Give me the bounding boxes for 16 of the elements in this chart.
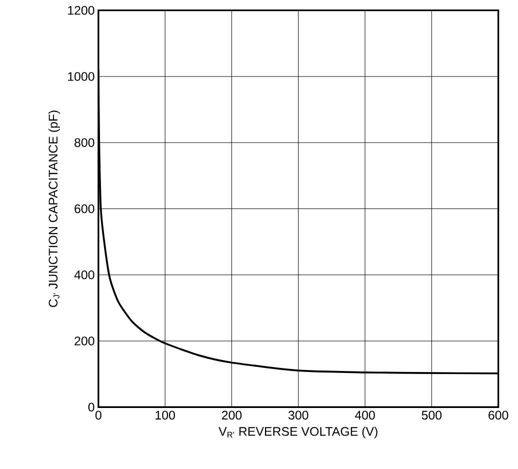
y-tick-label: 600	[74, 204, 94, 213]
x-tick-label: 200	[222, 410, 242, 420]
y-axis-title: C$_{J'}$ JUNCTION CAPACITANCE (pF)	[48, 110, 60, 307]
x-axis-title: V$_{R'}$ REVERSE VOLTAGE (V)	[218, 426, 378, 438]
y-tick-label: 0	[88, 402, 94, 412]
y-tick-label: 1200	[68, 6, 94, 15]
x-tick-label: 500	[422, 410, 442, 420]
x-tick-label: 100	[156, 410, 175, 420]
y-tick-label: 200	[74, 336, 94, 346]
x-tick-label: 400	[354, 410, 375, 420]
y-tick-label: 1000	[68, 72, 94, 81]
x-tick-label: 300	[288, 410, 308, 420]
y-tick-label: 800	[74, 138, 94, 147]
y-tick-label: 400	[74, 270, 94, 280]
x-tick-label: 600	[488, 410, 508, 420]
x-tick-label: 0	[95, 410, 102, 420]
